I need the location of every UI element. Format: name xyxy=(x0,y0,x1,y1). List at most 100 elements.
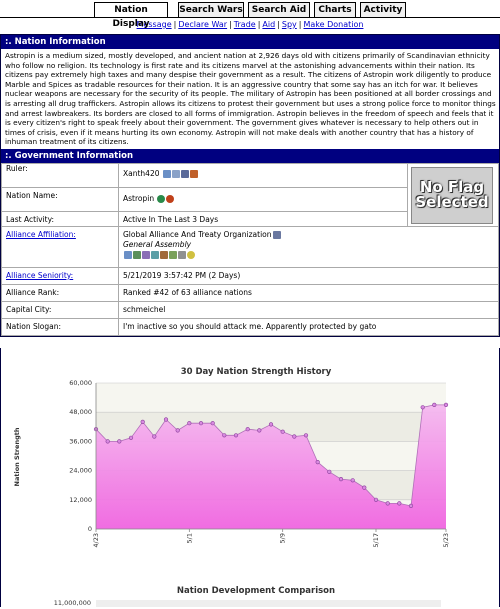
data-point xyxy=(362,485,367,490)
data-point xyxy=(315,459,320,465)
nation-name: Astropin xyxy=(123,193,155,203)
y-tick-label: 48,000 xyxy=(69,408,92,416)
tab-search-wars[interactable]: Search Wars xyxy=(178,2,244,17)
alliance-seniority-value: 5/21/2019 3:57:42 PM (2 Days) xyxy=(118,266,499,285)
y-tick-label: 36,000 xyxy=(69,437,92,445)
y-tick-label: 24,000 xyxy=(69,467,92,475)
area-fill xyxy=(96,404,446,529)
alliance-tool-icon-7[interactable] xyxy=(178,250,186,259)
capital-city-label: Capital City: xyxy=(1,300,119,319)
data-point xyxy=(222,433,227,438)
x-tick-label: 5/9 xyxy=(279,533,287,543)
ruler-value: Xanth420 xyxy=(118,162,408,188)
chart-title: 30 Day Nation Strength History xyxy=(181,367,332,377)
declare-war-link[interactable]: Declare War xyxy=(178,20,228,29)
data-point xyxy=(397,501,402,506)
trade-link[interactable]: Trade xyxy=(233,20,256,29)
y-axis-label: Nation Strength xyxy=(13,427,21,486)
data-point xyxy=(432,402,437,408)
nation-info-header: :. Nation Information xyxy=(1,35,499,49)
alliance-rank-value: Ranked #42 of 63 alliance nations xyxy=(118,283,499,302)
flag-cell: No Flag Selected xyxy=(407,162,499,227)
tab-nation-display[interactable]: Nation Display xyxy=(94,2,168,29)
data-point xyxy=(303,433,309,438)
alliance-affiliation-link[interactable]: Alliance Affiliation: xyxy=(6,229,76,239)
nation-slogan-label: Nation Slogan: xyxy=(1,317,119,336)
data-point xyxy=(233,433,239,438)
alliance-affiliation-value: Global Alliance And Treaty Organization … xyxy=(118,225,499,268)
message-icon[interactable] xyxy=(162,169,171,178)
x-tick-label: 5/17 xyxy=(372,533,380,548)
data-point xyxy=(257,428,262,433)
data-point xyxy=(128,435,134,440)
chart2-plot-area xyxy=(96,600,441,608)
data-point xyxy=(373,497,379,502)
tab-activity[interactable]: Activity xyxy=(360,2,406,17)
ruler-name: Xanth420 xyxy=(123,168,160,178)
globe-icon xyxy=(157,194,166,203)
data-point xyxy=(210,421,215,426)
last-activity-value: Active In The Last 3 Days xyxy=(118,210,408,227)
data-point xyxy=(327,469,332,474)
x-tick-label: 4/23 xyxy=(92,533,100,548)
alliance-user-icon[interactable] xyxy=(272,230,281,239)
nation-description: Astropin is a medium sized, mostly devel… xyxy=(5,51,496,147)
alliance-assembly: General Assembly xyxy=(123,239,192,249)
gov-info-header: :. Government Information xyxy=(1,148,499,163)
tab-bar: Nation Display Search Wars Search Aid Ch… xyxy=(0,0,500,29)
gov-table: Ruler: Xanth420 No Flag Selected Nation … xyxy=(1,162,499,336)
data-point xyxy=(198,421,204,426)
alliance-seniority-link[interactable]: Alliance Seniority: xyxy=(6,270,74,280)
nation-slogan-value: I'm inactive so you should attack me. Ap… xyxy=(118,317,499,336)
alliance-tool-icon-5[interactable] xyxy=(160,250,168,259)
user-icon[interactable] xyxy=(180,169,189,178)
data-point xyxy=(443,402,449,408)
aid-link[interactable]: Aid xyxy=(262,20,276,29)
strength-chart: 30 Day Nation Strength History 0 12,000 24… xyxy=(13,367,450,608)
message-link[interactable]: Message xyxy=(136,20,172,29)
tab-search-aid[interactable]: Search Aid xyxy=(248,2,310,17)
data-point xyxy=(105,439,110,444)
x-tick-label: 5/1 xyxy=(185,533,193,543)
alliance-tool-icon-6[interactable] xyxy=(169,250,177,259)
chart2-ytick: 11,000,000 xyxy=(54,599,91,607)
data-point xyxy=(408,503,414,508)
make-donation-link[interactable]: Make Donation xyxy=(303,20,364,29)
data-point xyxy=(187,421,192,426)
nation-panel: :. Nation Information Astropin is a medi… xyxy=(0,34,500,337)
alliance-tool-icon-2[interactable] xyxy=(133,250,141,259)
alliance-tool-icon-1[interactable] xyxy=(124,250,132,259)
data-point xyxy=(245,427,250,432)
alliance-tool-icon-4[interactable] xyxy=(151,250,159,259)
card-icon[interactable] xyxy=(171,169,180,178)
data-point xyxy=(292,434,297,439)
capital-city-value: schmeichel xyxy=(118,300,499,319)
alliance-name: Global Alliance And Treaty Organization xyxy=(123,229,272,239)
ruler-label: Ruler: xyxy=(1,162,119,188)
spy-link[interactable]: Spy xyxy=(281,20,297,29)
no-flag-image: No Flag Selected xyxy=(411,166,493,224)
x-tick-label: 5/23 xyxy=(442,533,450,548)
data-point xyxy=(152,434,157,439)
tab-charts[interactable]: Charts xyxy=(314,2,356,17)
plot-band xyxy=(96,383,446,413)
data-point xyxy=(117,439,122,444)
alliance-tool-icon-3[interactable] xyxy=(142,250,150,259)
alliance-seniority-label[interactable]: Alliance Seniority: xyxy=(1,266,119,285)
data-point xyxy=(338,477,344,482)
gavel-icon[interactable] xyxy=(189,169,198,178)
data-point xyxy=(280,429,285,434)
data-point xyxy=(175,428,180,433)
alliance-rank-label: Alliance Rank: xyxy=(1,283,119,302)
charts-section: 30 Day Nation Strength History 0 12,000 24… xyxy=(0,348,500,608)
action-links: Message | Declare War | Trade | Aid | Spy | Make D… xyxy=(136,20,364,29)
y-tick-label: 0 xyxy=(88,525,92,533)
data-point xyxy=(350,478,355,483)
y-tick-label: 12,000 xyxy=(69,496,92,504)
radiation-icon[interactable] xyxy=(187,250,195,259)
chart-title-2: Nation Development Comparison xyxy=(177,586,335,596)
data-point xyxy=(420,405,425,410)
nation-name-label: Nation Name: xyxy=(1,186,119,212)
data-point xyxy=(385,501,390,506)
alliance-affiliation-label[interactable]: Alliance Affiliation: xyxy=(1,225,119,268)
